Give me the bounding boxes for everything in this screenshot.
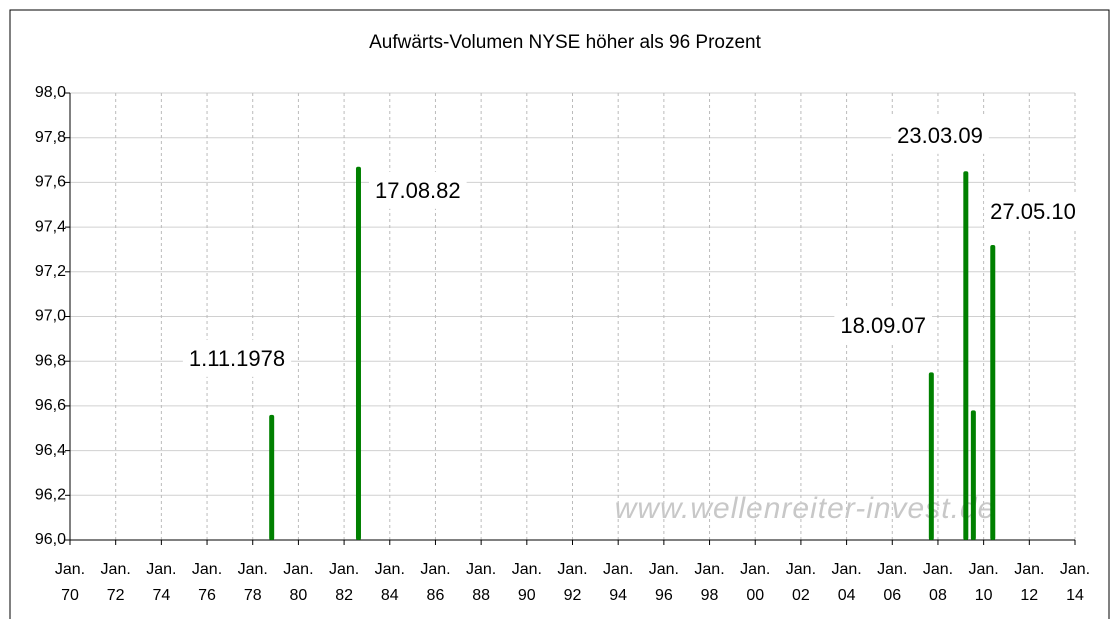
point-label: 1.11.1978	[189, 346, 285, 371]
x-tick-label: Jan. 88	[466, 561, 496, 604]
x-tick-label: Jan. 82	[329, 561, 359, 604]
x-tick-label: Jan. 84	[375, 561, 405, 604]
y-tick-label: 96,2	[35, 487, 66, 504]
point-label: 18.09.07	[840, 313, 926, 338]
x-tick-label: Jan. 10	[969, 561, 999, 604]
x-tick-label: Jan. 14	[1060, 561, 1090, 604]
watermark: www.wellenreiter-invest.de	[615, 492, 996, 525]
chart-frame	[9, 9, 1110, 619]
x-tick-label: Jan. 08	[923, 561, 953, 604]
x-tick-label: Jan. 92	[557, 561, 587, 604]
bar	[355, 166, 361, 540]
x-tick-label: Jan. 70	[55, 561, 85, 604]
x-tick-label: Jan. 80	[283, 561, 313, 604]
y-tick-label: 96,0	[35, 531, 66, 548]
y-tick-label: 97,2	[35, 263, 66, 280]
x-tick-label: Jan. 86	[420, 561, 450, 604]
x-tick-label: Jan. 04	[831, 561, 861, 604]
label-background	[984, 192, 1082, 230]
point-label: 23.03.09	[897, 123, 983, 148]
bar	[990, 244, 996, 541]
x-tick-label: Jan. 02	[786, 561, 816, 604]
label-background	[369, 171, 467, 209]
x-tick-label: Jan. 78	[238, 561, 268, 604]
y-tick-label: 96,4	[35, 442, 66, 459]
label-background	[834, 306, 932, 344]
x-tick-label: Jan. 76	[192, 561, 222, 604]
x-tick-label: Jan. 74	[146, 561, 176, 604]
y-tick-label: 98,0	[35, 84, 66, 101]
y-tick-label: 97,0	[35, 308, 66, 325]
point-label: 27.05.10	[990, 199, 1076, 224]
x-tick-label: Jan. 12	[1014, 561, 1044, 604]
label-background	[891, 116, 989, 154]
y-tick-label: 97,4	[35, 218, 66, 235]
label-background	[182, 339, 292, 377]
bar	[963, 171, 969, 540]
bar	[269, 414, 275, 540]
bar	[928, 372, 934, 540]
point-label: 17.08.82	[375, 178, 461, 203]
x-tick-label: Jan. 96	[649, 561, 679, 604]
y-tick-label: 97,8	[35, 129, 66, 146]
x-tick-label: Jan. 94	[603, 561, 633, 604]
x-tick-label: Jan. 90	[512, 561, 542, 604]
x-tick-label: Jan. 98	[694, 561, 724, 604]
x-tick-label: Jan. 72	[101, 561, 131, 604]
x-tick-label: Jan. 00	[740, 561, 770, 604]
chart-title: Aufwärts-Volumen NYSE höher als 96 Proze…	[369, 32, 762, 53]
y-tick-label: 96,8	[35, 352, 66, 369]
bar	[970, 410, 976, 540]
x-tick-label: Jan. 06	[877, 561, 907, 604]
y-tick-label: 97,6	[35, 174, 66, 191]
y-tick-label: 96,6	[35, 397, 66, 414]
